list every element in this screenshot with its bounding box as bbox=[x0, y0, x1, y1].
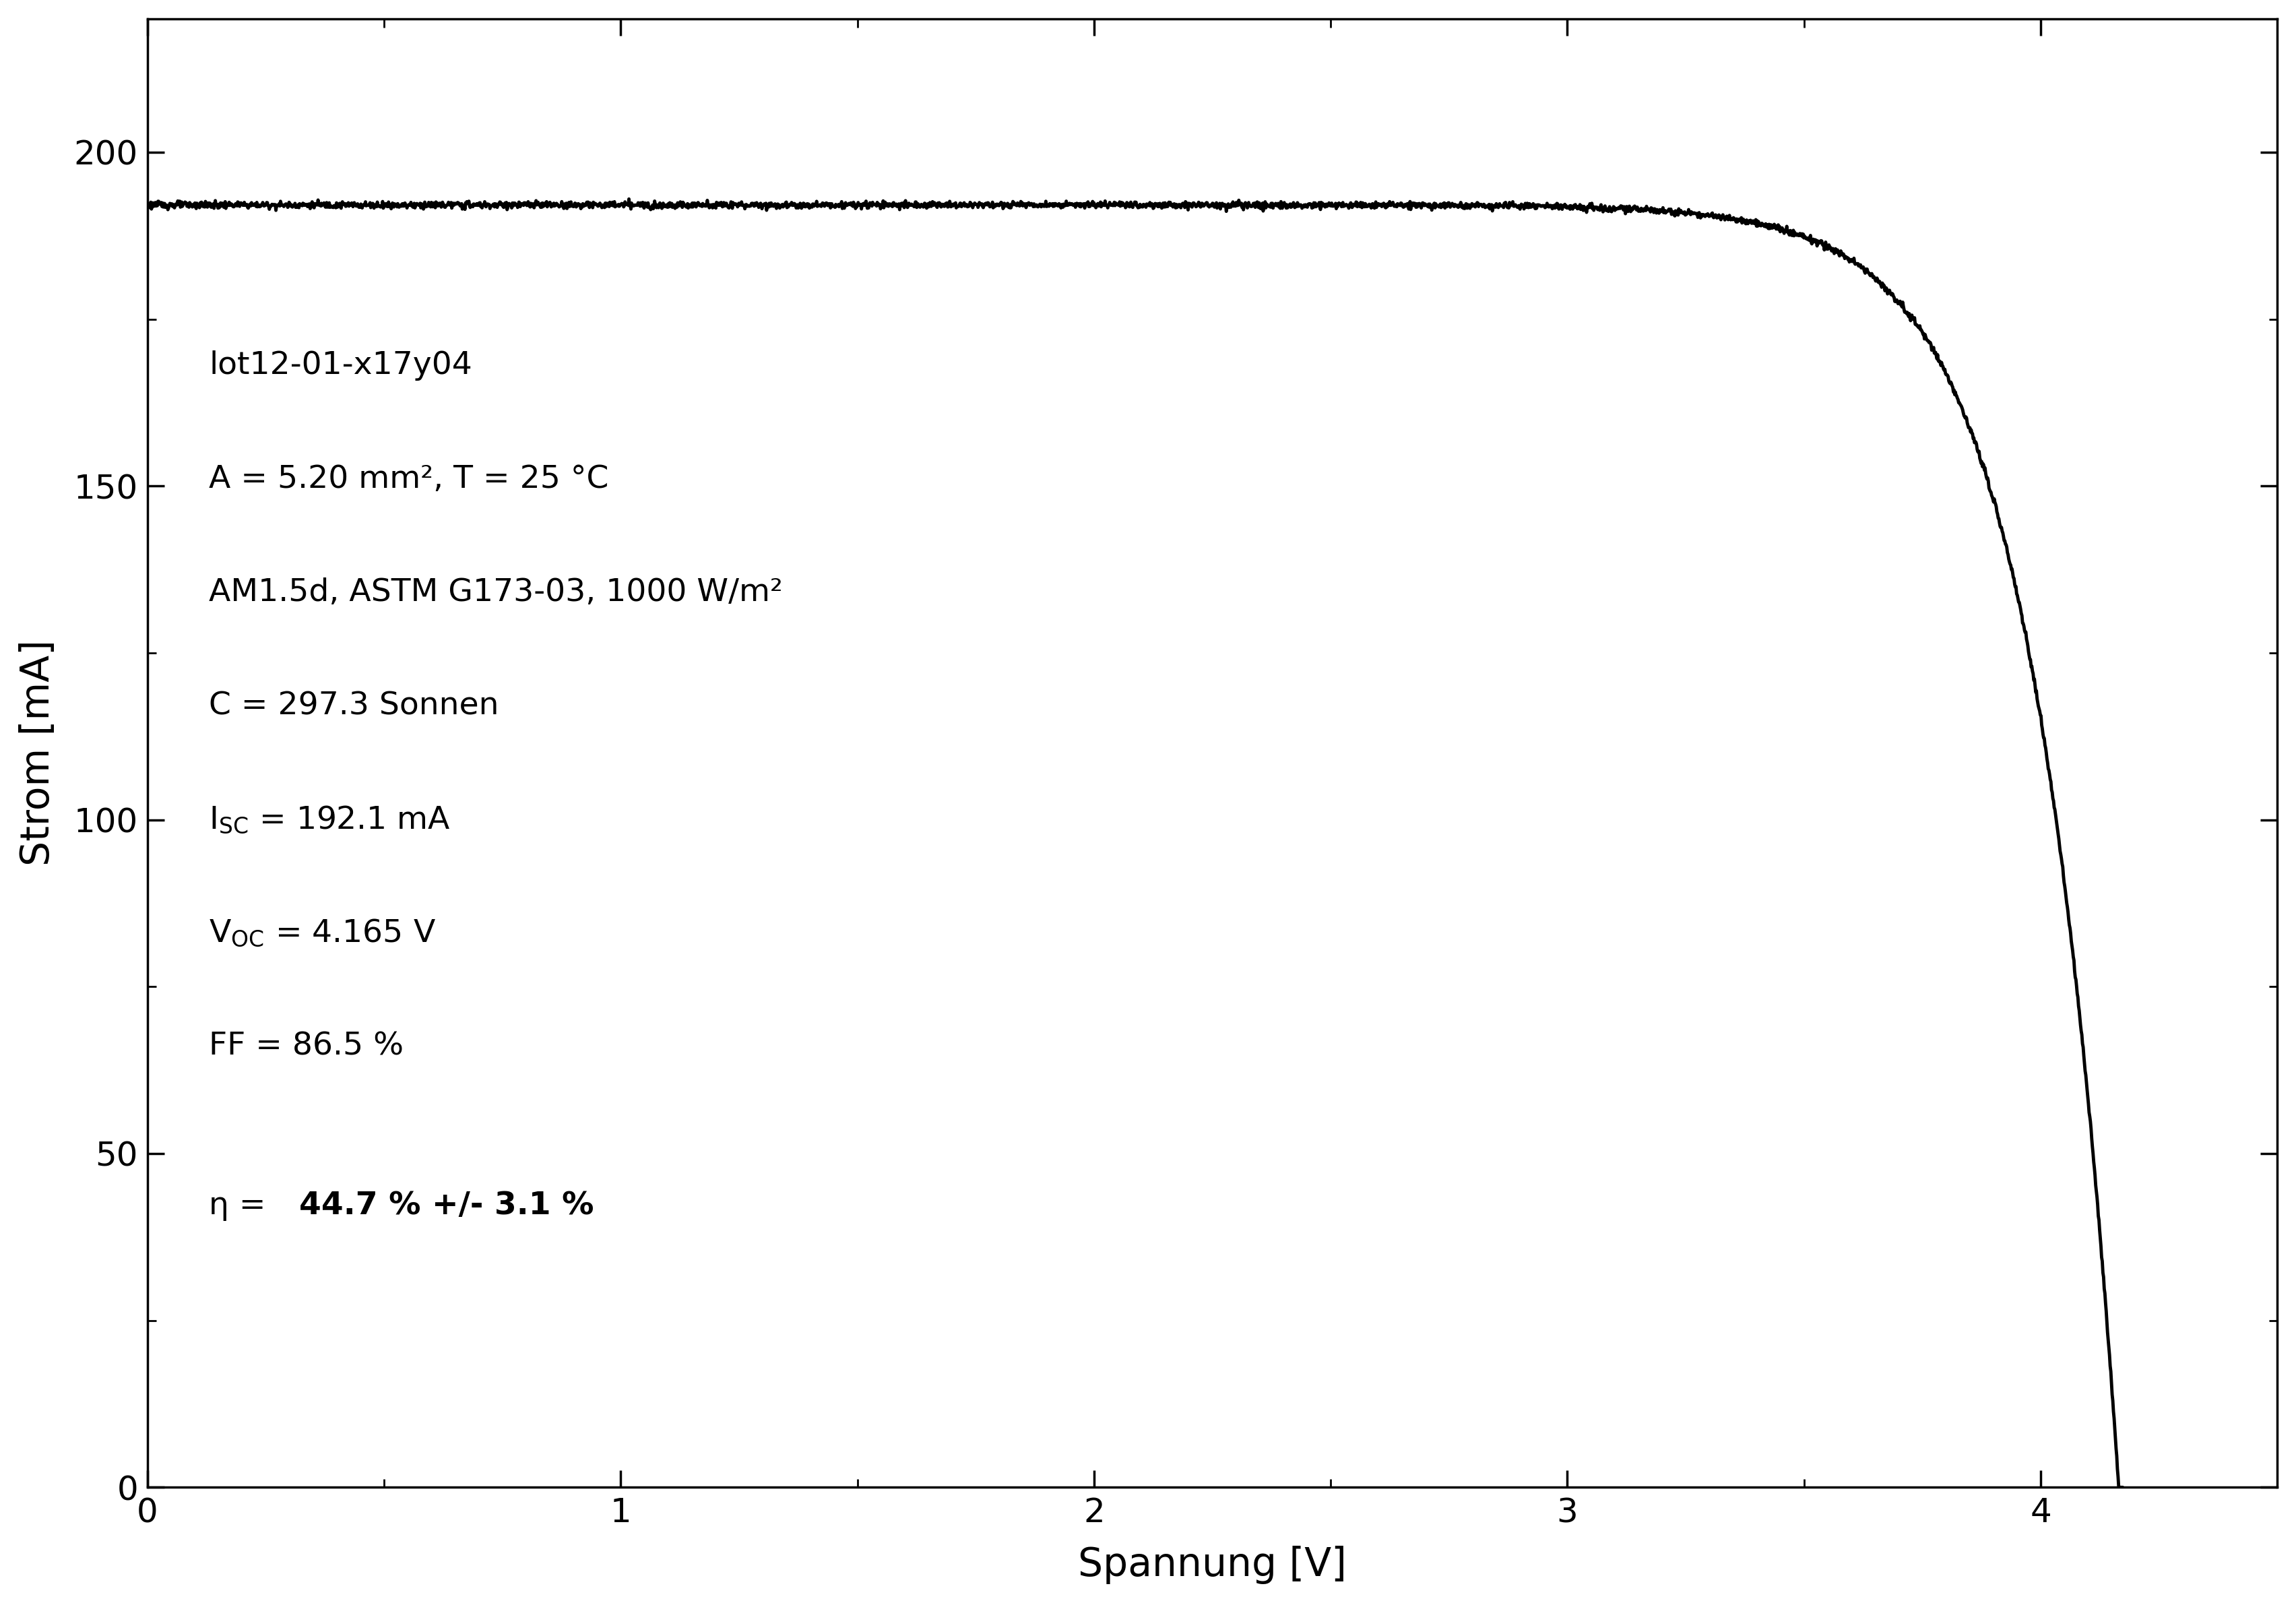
Text: C = 297.3 Sonnen: C = 297.3 Sonnen bbox=[209, 691, 498, 721]
Y-axis label: Strom [mA]: Strom [mA] bbox=[18, 640, 57, 866]
Text: $\mathregular{I_{SC}}$ = 192.1 mA: $\mathregular{I_{SC}}$ = 192.1 mA bbox=[209, 805, 450, 835]
Text: $\mathregular{V_{OC}}$ = 4.165 V: $\mathregular{V_{OC}}$ = 4.165 V bbox=[209, 919, 436, 949]
Text: FF = 86.5 %: FF = 86.5 % bbox=[209, 1032, 404, 1061]
X-axis label: Spannung [V]: Spannung [V] bbox=[1079, 1545, 1348, 1584]
Text: AM1.5d, ASTM G173-03, 1000 W/m²: AM1.5d, ASTM G173-03, 1000 W/m² bbox=[209, 577, 783, 608]
Text: A = 5.20 mm², T = 25 °C: A = 5.20 mm², T = 25 °C bbox=[209, 465, 608, 494]
Text: η =: η = bbox=[209, 1191, 276, 1221]
Text: 44.7 % +/- 3.1 %: 44.7 % +/- 3.1 % bbox=[298, 1191, 595, 1221]
Text: lot12-01-x17y04: lot12-01-x17y04 bbox=[209, 351, 473, 382]
